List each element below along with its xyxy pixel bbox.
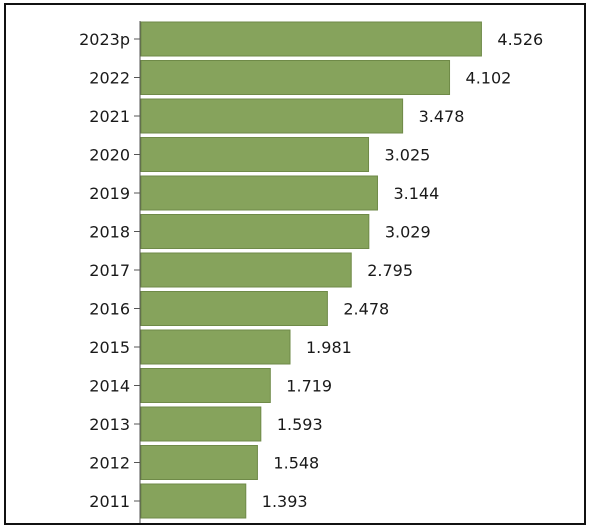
bar-2020	[140, 137, 370, 172]
data-label-2022: 4.102	[466, 69, 512, 88]
y-tick-label: 2017	[89, 261, 130, 280]
y-tick-label: 2013	[89, 415, 130, 434]
bar-2016	[140, 291, 328, 326]
bar-2014	[140, 368, 271, 403]
y-tick-label: 2023p	[79, 30, 130, 49]
data-label-2013: 1.593	[277, 415, 323, 434]
bar-2011	[140, 483, 247, 519]
y-tick-label: 2022	[89, 69, 130, 88]
bar-2023p	[140, 21, 482, 57]
bar-2017	[140, 252, 352, 288]
data-label-2023p: 4.526	[497, 30, 543, 49]
y-tick-label: 2011	[89, 492, 130, 511]
bar-2013	[140, 406, 262, 442]
y-tick-label: 2012	[89, 454, 130, 473]
data-label-2015: 1.981	[306, 338, 352, 357]
y-tick-label: 2014	[89, 377, 130, 396]
data-label-2018: 3.029	[385, 223, 431, 242]
y-tick-label: 2021	[89, 107, 130, 126]
data-label-2011: 1.393	[262, 492, 308, 511]
bar-2015	[140, 329, 291, 365]
bar-2018	[140, 214, 370, 249]
bar-2019	[140, 175, 378, 211]
y-tick-label: 2020	[89, 146, 130, 165]
chart-frame: 2023p 2022 2021 2020 2019 2018 2017 2016 2015 201…	[4, 3, 586, 525]
bar-2022	[140, 60, 451, 95]
data-label-2019: 3.144	[393, 184, 439, 203]
y-tick-label: 2016	[89, 300, 130, 319]
data-label-2017: 2.795	[367, 261, 413, 280]
y-tick-label: 2018	[89, 223, 130, 242]
y-tick-label: 2015	[89, 338, 130, 357]
data-label-2014: 1.719	[286, 377, 332, 396]
data-label-2012: 1.548	[273, 454, 319, 473]
bar-2021	[140, 98, 404, 134]
bar-2012	[140, 445, 258, 480]
y-tick-label: 2019	[89, 184, 130, 203]
data-label-2016: 2.478	[343, 300, 389, 319]
data-label-2021: 3.478	[419, 107, 465, 126]
bar-chart: 2023p 2022 2021 2020 2019 2018 2017 2016 2015 201…	[79, 21, 543, 523]
data-label-2020: 3.025	[385, 146, 431, 165]
